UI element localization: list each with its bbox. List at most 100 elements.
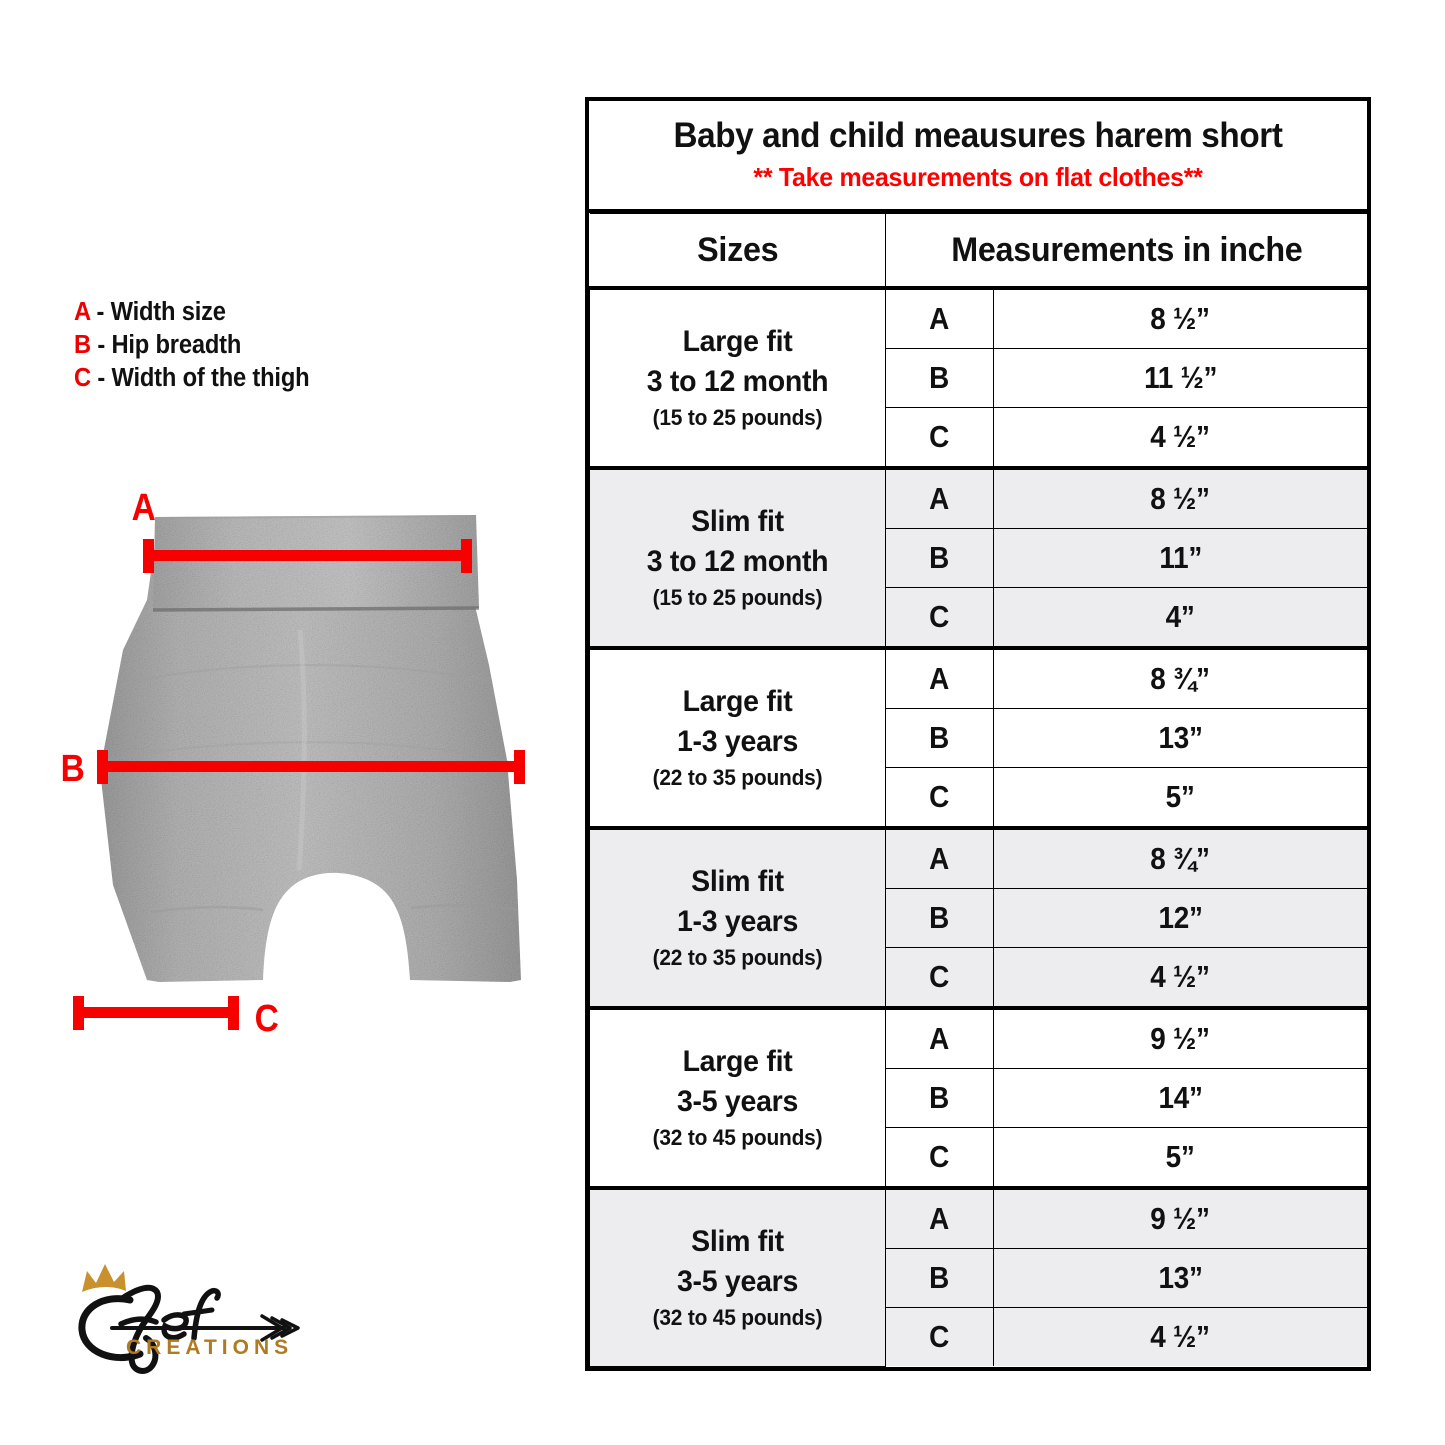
table-row: Large fit 3 to 12 month (15 to 25 pounds) A… <box>589 286 1368 469</box>
table-row: Large fit 3-5 years (32 to 45 pounds) A 9 ½” <box>589 1006 1368 1189</box>
size-table-body: Sizes Measurements in inche Large fit 3 t… <box>589 213 1368 1367</box>
measurement-key-cell: C <box>885 587 994 649</box>
chef-creations-logo: CREATIONS <box>78 1264 300 1374</box>
size-weight: (32 to 45 pounds) <box>652 1304 823 1330</box>
logo-wordmark: CREATIONS <box>126 1336 293 1359</box>
measurement-key-cell: B <box>885 348 994 408</box>
measurement-key-cell: A <box>885 826 994 889</box>
measurement-value-cell: 9 ½” <box>993 1186 1368 1249</box>
size-fit: Large fit <box>682 325 793 358</box>
measurement-legend: A - Width size B - Hip breadth C - Width… <box>74 296 414 395</box>
logo-script-f <box>191 1287 221 1341</box>
waistband-seam <box>152 606 480 612</box>
measure-b-label: B <box>60 748 85 790</box>
measurement-key-cell: C <box>885 1307 994 1366</box>
measurement-key-cell: B <box>885 1248 994 1308</box>
logo-script-h <box>120 1284 161 1374</box>
table-row: C 5” <box>590 767 1368 829</box>
table-row: B 13” <box>590 1248 1368 1308</box>
measurement-value-cell: 11 ½” <box>993 348 1368 408</box>
measurement-value-cell: 4 ½” <box>993 1307 1368 1366</box>
right-hem-seam <box>410 903 518 912</box>
table-row: B 13” <box>590 708 1368 768</box>
table-row: Slim fit 3-5 years (32 to 45 pounds) A 9 ½” <box>589 1186 1368 1367</box>
size-weight: (15 to 25 pounds) <box>652 585 823 610</box>
measurement-key-cell: C <box>885 407 994 469</box>
table-row: Slim fit 3 to 12 month (15 to 25 pounds) A 8… <box>589 466 1368 649</box>
measurement-value-cell: 8 ¾” <box>993 646 1368 709</box>
table-row: B 14” <box>590 1068 1368 1128</box>
size-weight: (22 to 35 pounds) <box>652 765 823 790</box>
legend-letter-b: B <box>74 331 91 359</box>
left-hem-seam <box>150 905 264 914</box>
chart-title: Baby and child meausures harem short <box>673 116 1283 155</box>
measurement-value-cell: 8 ½” <box>993 286 1368 349</box>
size-fit: Slim fit <box>691 1224 784 1258</box>
measurement-value-cell: 11” <box>993 528 1368 588</box>
legend-item-b: B - Hip breadth <box>74 329 390 362</box>
measure-c-cap-right <box>228 996 239 1030</box>
measurement-value-cell: 5” <box>993 767 1368 829</box>
size-fit: Large fit <box>682 685 793 718</box>
harem-short-graphic <box>100 515 521 982</box>
table-row: Large fit 1-3 years (22 to 35 pounds) A 8 ¾” <box>589 646 1368 829</box>
measurement-value-cell: 13” <box>993 1248 1368 1308</box>
chart-subtitle: ** Take measurements on flat clothes** <box>753 162 1203 192</box>
measurement-key-cell: A <box>885 466 994 529</box>
measurement-value-cell: 13” <box>993 708 1368 768</box>
measure-b-cap-right <box>514 750 525 784</box>
measurement-key-cell: C <box>885 1127 994 1189</box>
size-table: Sizes Measurements in inche Large fit 3 t… <box>589 213 1368 1367</box>
measurement-value-cell: 8 ½” <box>993 466 1368 529</box>
measurement-key-cell: A <box>885 1006 994 1069</box>
measurement-key-cell: C <box>885 767 994 829</box>
measurement-value-cell: 8 ¾” <box>993 826 1368 889</box>
measurement-value-cell: 14” <box>993 1068 1368 1128</box>
size-age: 3-5 years <box>676 1085 799 1118</box>
legend-item-c: C - Width of the thigh <box>74 362 390 395</box>
garment-body <box>100 515 521 982</box>
harem-short-illustration <box>55 460 575 1060</box>
size-group-cell: Large fit 3 to 12 month (15 to 25 pounds) <box>589 286 886 469</box>
table-row: Slim fit 1-3 years (22 to 35 pounds) A 8 ¾” <box>589 826 1368 1009</box>
legend-text-b: Hip breadth <box>111 331 242 359</box>
size-group-cell: Slim fit 1-3 years (22 to 35 pounds) <box>589 826 886 1009</box>
legend-item-a: A - Width size <box>74 296 390 329</box>
measurement-key-cell: B <box>885 528 994 588</box>
table-header-row: Sizes Measurements in inche <box>589 213 1368 289</box>
measurement-value-cell: 12” <box>993 888 1368 948</box>
chart-header: Baby and child meausures harem short ** … <box>589 101 1367 213</box>
size-age: 3 to 12 month <box>646 365 829 398</box>
size-group-cell: Slim fit 3-5 years (32 to 45 pounds) <box>589 1186 886 1367</box>
measurement-key-cell: B <box>885 708 994 768</box>
measurement-key-cell: B <box>885 1068 994 1128</box>
measurement-key-cell: A <box>885 646 994 709</box>
header-cell-sizes: Sizes <box>589 213 886 289</box>
measurement-value-cell: 9 ½” <box>993 1006 1368 1069</box>
size-fit: Slim fit <box>691 865 784 898</box>
size-chart: Baby and child meausures harem short ** … <box>585 97 1371 1371</box>
legend-text-c: Width of the thigh <box>111 364 310 392</box>
measure-c-label: C <box>254 998 279 1040</box>
size-age: 3 to 12 month <box>646 545 829 578</box>
measurement-key-cell: C <box>885 947 994 1009</box>
measurement-key-cell: A <box>885 1186 994 1249</box>
size-age: 1-3 years <box>676 905 799 938</box>
table-row: C 5” <box>590 1127 1368 1189</box>
header-label-sizes: Sizes <box>696 230 778 269</box>
brand-logo: CREATIONS <box>60 1258 330 1378</box>
size-group-cell: Large fit 3-5 years (32 to 45 pounds) <box>589 1006 886 1189</box>
measure-b-line <box>97 761 525 772</box>
table-row: C 4” <box>590 587 1368 649</box>
header-label-measurements: Measurements in inche <box>951 230 1303 269</box>
size-fit: Slim fit <box>691 505 784 538</box>
legend-separator-c: - <box>90 364 112 392</box>
crown-icon <box>82 1264 126 1292</box>
legend-text-a: Width size <box>110 298 226 326</box>
table-row: B 11 ½” <box>590 348 1368 408</box>
header-cell-measurements: Measurements in inche <box>885 213 1368 289</box>
legend-separator-b: - <box>90 331 112 359</box>
